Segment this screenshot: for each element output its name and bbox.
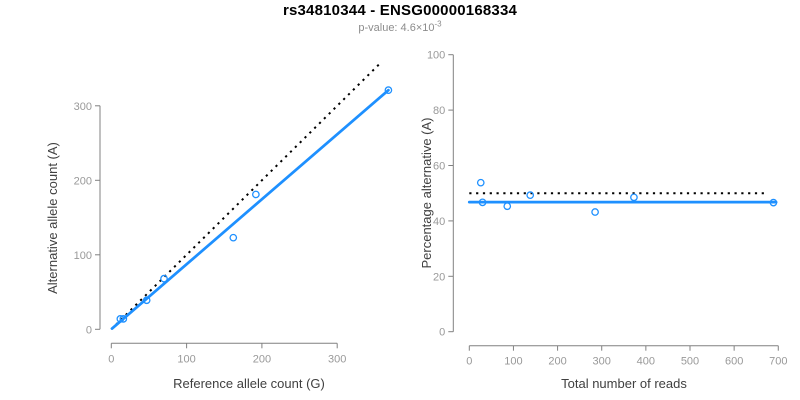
y-tick-label: 0 — [86, 324, 92, 336]
x-tick-label: 500 — [681, 356, 699, 368]
x-tick-label: 100 — [504, 356, 522, 368]
x-tick-label: 200 — [548, 356, 566, 368]
x-tick-label: 700 — [769, 356, 787, 368]
y-tick-label: 100 — [427, 50, 445, 62]
y-tick-label: 100 — [74, 250, 92, 262]
x-tick-label: 300 — [328, 353, 346, 365]
x-tick-label: 0 — [466, 356, 472, 368]
y-axis-title: Percentage alternative (A) — [419, 117, 434, 268]
data-point — [252, 190, 260, 199]
y-tick-label: 60 — [433, 161, 445, 173]
percentage-vs-reads-scatter: 0 100 200 300 400 500 600 700 0 20 40 60 80 100 Total … — [419, 50, 787, 391]
pvalue-subtitle: p-value: 4.6×10-3 — [0, 19, 800, 34]
x-axis-title: Reference allele count (G) — [173, 376, 325, 391]
x-tick-label: 400 — [637, 356, 655, 368]
data-point — [769, 198, 778, 207]
y-tick-label: 40 — [433, 216, 445, 228]
y-tick-label: 0 — [439, 327, 445, 339]
y-tick-label: 20 — [433, 271, 445, 283]
y-tick-label: 80 — [433, 105, 445, 117]
y-tick-label: 300 — [74, 101, 92, 113]
data-point — [384, 86, 393, 95]
data-point — [476, 178, 485, 187]
x-axis-title: Total number of reads — [561, 376, 687, 391]
data-point — [229, 233, 238, 242]
data-point — [478, 198, 487, 207]
data-point — [119, 315, 128, 323]
data-point — [142, 296, 151, 305]
x-tick-label: 100 — [177, 353, 195, 365]
data-point — [160, 274, 168, 283]
pvalue-exponent: -3 — [434, 19, 442, 29]
data-point — [116, 315, 125, 323]
x-tick-label: 0 — [108, 353, 114, 365]
data-point — [503, 202, 512, 211]
pvalue-label: p-value: 4.6×10 — [358, 22, 435, 34]
y-axis-title: Alternative allele count (A) — [45, 142, 60, 294]
x-tick-label: 300 — [593, 356, 611, 368]
fit-line — [110, 88, 390, 330]
expected-dotted-line — [110, 63, 381, 331]
data-point — [630, 193, 638, 202]
data-point — [526, 191, 535, 199]
x-tick-label: 600 — [725, 356, 743, 368]
page-title: rs34810344 - ENSG00000168334 — [282, 2, 518, 19]
data-point — [591, 208, 599, 216]
y-tick-label: 200 — [74, 175, 92, 187]
x-tick-label: 200 — [253, 353, 271, 365]
